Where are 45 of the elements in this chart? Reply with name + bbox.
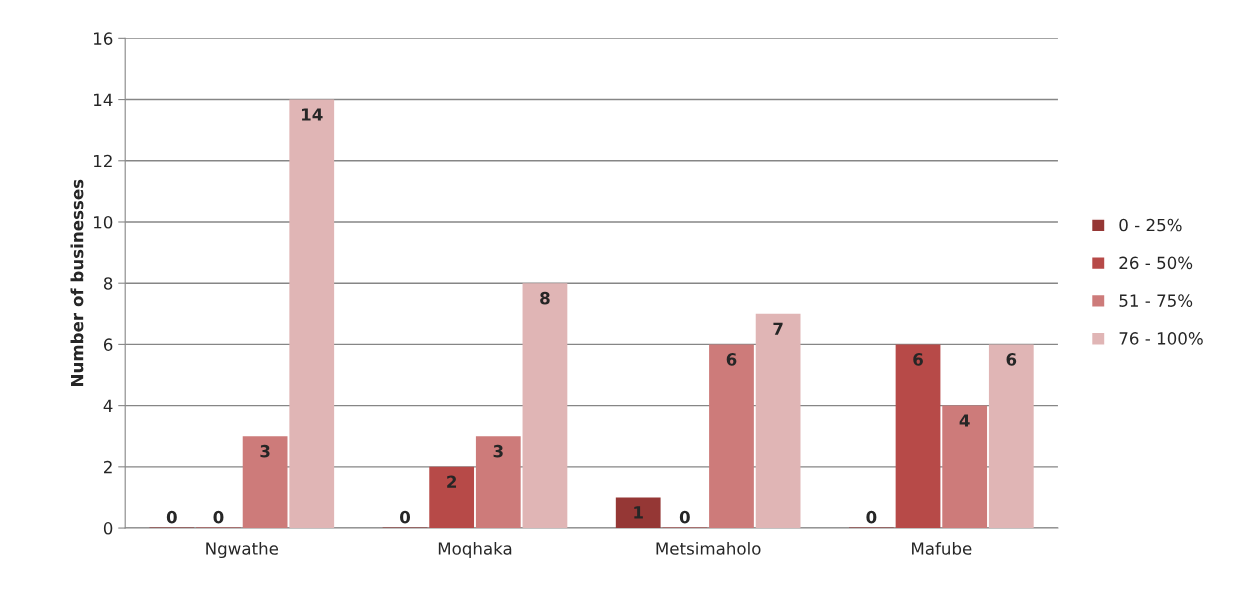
y-axis-title: Number of businesses	[70, 179, 84, 386]
bar	[429, 466, 475, 529]
bar	[522, 283, 568, 529]
bar	[242, 436, 288, 529]
data-label: 6	[913, 353, 923, 366]
data-label: 0	[166, 510, 177, 524]
y-tick-label: 10	[94, 215, 113, 229]
data-label: 6	[726, 353, 737, 366]
y-tick-label: 4	[103, 399, 113, 412]
data-label: 14	[302, 108, 323, 121]
x-tick-label: Ngwathe	[206, 541, 279, 559]
data-label: 0	[866, 510, 877, 524]
data-label: 2	[447, 475, 457, 488]
bar	[942, 405, 988, 529]
data-label: 1	[634, 506, 643, 519]
x-tick-label: Metsimaholo	[656, 541, 761, 555]
x-tick-label: Mafube	[912, 541, 972, 555]
bar	[289, 99, 335, 529]
data-label: 7	[773, 322, 783, 335]
data-label: 0	[400, 510, 411, 524]
data-label: 8	[540, 291, 550, 305]
bar	[709, 344, 754, 529]
y-tick-label: 16	[94, 32, 113, 45]
y-tick-label: 8	[103, 277, 113, 290]
data-label: 0	[213, 510, 224, 524]
y-tick-label: 0	[103, 522, 113, 535]
y-tick-label: 6	[103, 338, 113, 351]
legend-label: 76 - 100%	[1119, 332, 1203, 345]
bar	[988, 344, 1034, 529]
bar	[615, 497, 661, 529]
data-label: 6	[1006, 353, 1017, 366]
data-label: 3	[260, 444, 270, 458]
bar	[755, 313, 801, 529]
bar	[895, 344, 941, 529]
data-label: 0	[679, 510, 690, 524]
y-tick-label: 2	[104, 460, 112, 474]
y-tick-label: 14	[94, 93, 113, 106]
x-tick-label: Moqhaka	[438, 541, 512, 559]
data-label: 4	[959, 414, 970, 427]
legend-label: 51 - 75%	[1119, 294, 1193, 307]
y-tick-label: 12	[94, 154, 112, 168]
bar	[475, 436, 521, 529]
data-label: 3	[493, 444, 503, 458]
legend-label: 26 - 50%	[1119, 256, 1193, 270]
legend-label: 0 - 25%	[1119, 218, 1182, 232]
